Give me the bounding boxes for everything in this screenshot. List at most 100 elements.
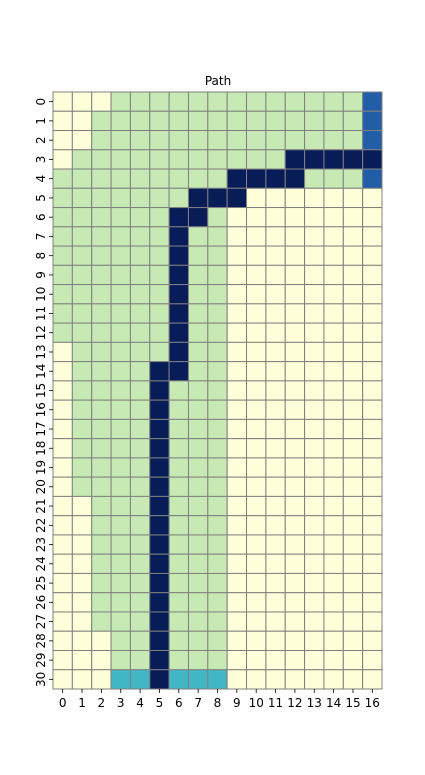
x-tick-label: 2 — [98, 696, 106, 710]
heatmap-cell-r16-c5 — [149, 399, 170, 420]
heatmap-cell-r23-c8 — [207, 534, 228, 555]
heatmap-cell-r17-c6 — [168, 418, 189, 440]
heatmap-cell-r7-c4 — [129, 226, 151, 247]
heatmap-cell-r2-c6 — [168, 130, 189, 151]
heatmap-cell-r15-c2 — [91, 380, 112, 401]
heatmap-cell-r12-c6 — [168, 322, 189, 343]
heatmap-cell-r25-c11 — [265, 572, 286, 594]
heatmap-cell-r24-c8 — [207, 553, 228, 574]
heatmap-cell-r29-c14 — [323, 649, 344, 671]
heatmap-cell-r19-c15 — [342, 457, 364, 478]
heatmap-cell-r12-c0 — [52, 322, 73, 343]
heatmap-cell-r2-c4 — [129, 130, 151, 151]
heatmap-cell-r18-c4 — [129, 438, 151, 459]
heatmap-cell-r16-c11 — [265, 399, 286, 420]
heatmap-cell-r19-c13 — [304, 457, 325, 478]
heatmap-cell-r1-c3 — [110, 110, 131, 132]
heatmap-cell-r14-c3 — [110, 361, 131, 382]
heatmap-cell-r16-c7 — [187, 399, 209, 420]
heatmap-cell-r24-c12 — [284, 553, 306, 574]
heatmap-cell-r28-c0 — [52, 630, 73, 651]
heatmap-cell-r28-c2 — [91, 630, 112, 651]
heatmap-cell-r4-c13 — [304, 168, 325, 189]
heatmap-cell-r8-c11 — [265, 245, 286, 266]
heatmap-cell-r13-c2 — [91, 341, 112, 363]
heatmap-cell-r10-c4 — [129, 284, 151, 305]
heatmap-cell-r10-c14 — [323, 284, 344, 305]
heatmap-cell-r21-c0 — [52, 495, 73, 517]
heatmap-cell-r22-c8 — [207, 515, 228, 536]
heatmap-cell-r15-c16 — [362, 380, 383, 401]
heatmap-cell-r20-c4 — [129, 476, 151, 497]
heatmap-cell-r21-c16 — [362, 495, 383, 517]
heatmap-cell-r16-c1 — [71, 399, 93, 420]
heatmap-cell-r20-c3 — [110, 476, 131, 497]
heatmap-cell-r17-c13 — [304, 418, 325, 440]
heatmap-cell-r10-c2 — [91, 284, 112, 305]
heatmap-cell-r21-c14 — [323, 495, 344, 517]
heatmap-cell-r1-c9 — [226, 110, 248, 132]
heatmap-cell-r6-c2 — [91, 207, 112, 228]
heatmap-cell-r17-c3 — [110, 418, 131, 440]
heatmap-cell-r12-c5 — [149, 322, 170, 343]
heatmap-cell-r29-c5 — [149, 649, 170, 671]
heatmap-cell-r9-c4 — [129, 264, 151, 286]
heatmap-cell-r8-c0 — [52, 245, 73, 266]
heatmap-cell-r28-c6 — [168, 630, 189, 651]
heatmap-cell-r9-c1 — [71, 264, 93, 286]
heatmap-cell-r1-c16 — [362, 110, 383, 132]
heatmap-cell-r26-c11 — [265, 592, 286, 613]
heatmap-cell-r26-c3 — [110, 592, 131, 613]
heatmap-cell-r12-c1 — [71, 322, 93, 343]
heatmap-cell-r27-c13 — [304, 611, 325, 632]
heatmap-cell-r0-c4 — [129, 91, 151, 112]
heatmap-cell-r17-c5 — [149, 418, 170, 440]
heatmap-cell-r22-c13 — [304, 515, 325, 536]
heatmap-cell-r1-c6 — [168, 110, 189, 132]
heatmap-cell-r2-c3 — [110, 130, 131, 151]
heatmap-cell-r24-c0 — [52, 553, 73, 574]
heatmap-cell-r19-c11 — [265, 457, 286, 478]
heatmap-cell-r28-c9 — [226, 630, 248, 651]
heatmap-cell-r28-c15 — [342, 630, 364, 651]
heatmap-cell-r29-c10 — [246, 649, 267, 671]
heatmap-cell-r2-c10 — [246, 130, 267, 151]
heatmap-cell-r0-c15 — [342, 91, 364, 112]
heatmap-cell-r6-c5 — [149, 207, 170, 228]
heatmap-cell-r6-c4 — [129, 207, 151, 228]
heatmap-cell-r4-c8 — [207, 168, 228, 189]
heatmap-cell-r17-c1 — [71, 418, 93, 440]
heatmap-cell-r23-c0 — [52, 534, 73, 555]
heatmap-cell-r28-c5 — [149, 630, 170, 651]
heatmap-cell-r11-c0 — [52, 303, 73, 324]
heatmap-cell-r29-c13 — [304, 649, 325, 671]
x-tick-label: 16 — [365, 696, 380, 710]
heatmap-cell-r4-c1 — [71, 168, 93, 189]
heatmap-cell-r8-c15 — [342, 245, 364, 266]
heatmap-cell-r26-c0 — [52, 592, 73, 613]
heatmap-cell-r30-c11 — [265, 669, 286, 690]
heatmap-cell-r27-c3 — [110, 611, 131, 632]
heatmap-cell-r6-c11 — [265, 207, 286, 228]
heatmap-cell-r20-c8 — [207, 476, 228, 497]
heatmap-cell-r16-c8 — [207, 399, 228, 420]
heatmap-cell-r11-c8 — [207, 303, 228, 324]
heatmap-cell-r29-c16 — [362, 649, 383, 671]
heatmap-cell-r26-c13 — [304, 592, 325, 613]
x-tick-label: 6 — [175, 696, 183, 710]
heatmap-cell-r23-c6 — [168, 534, 189, 555]
heatmap-cell-r18-c14 — [323, 438, 344, 459]
heatmap-cell-r12-c14 — [323, 322, 344, 343]
heatmap-cell-r9-c11 — [265, 264, 286, 286]
heatmap-cell-r3-c16 — [362, 149, 383, 170]
heatmap-cell-r30-c13 — [304, 669, 325, 690]
x-tick-label: 9 — [233, 696, 241, 710]
heatmap-cell-r4-c7 — [187, 168, 209, 189]
y-tick-label: 26 — [34, 595, 48, 610]
heatmap-cell-r30-c12 — [284, 669, 306, 690]
heatmap-cell-r19-c9 — [226, 457, 248, 478]
heatmap-cell-r7-c3 — [110, 226, 131, 247]
heatmap-cell-r24-c4 — [129, 553, 151, 574]
heatmap-cell-r2-c2 — [91, 130, 112, 151]
heatmap-cell-r22-c2 — [91, 515, 112, 536]
